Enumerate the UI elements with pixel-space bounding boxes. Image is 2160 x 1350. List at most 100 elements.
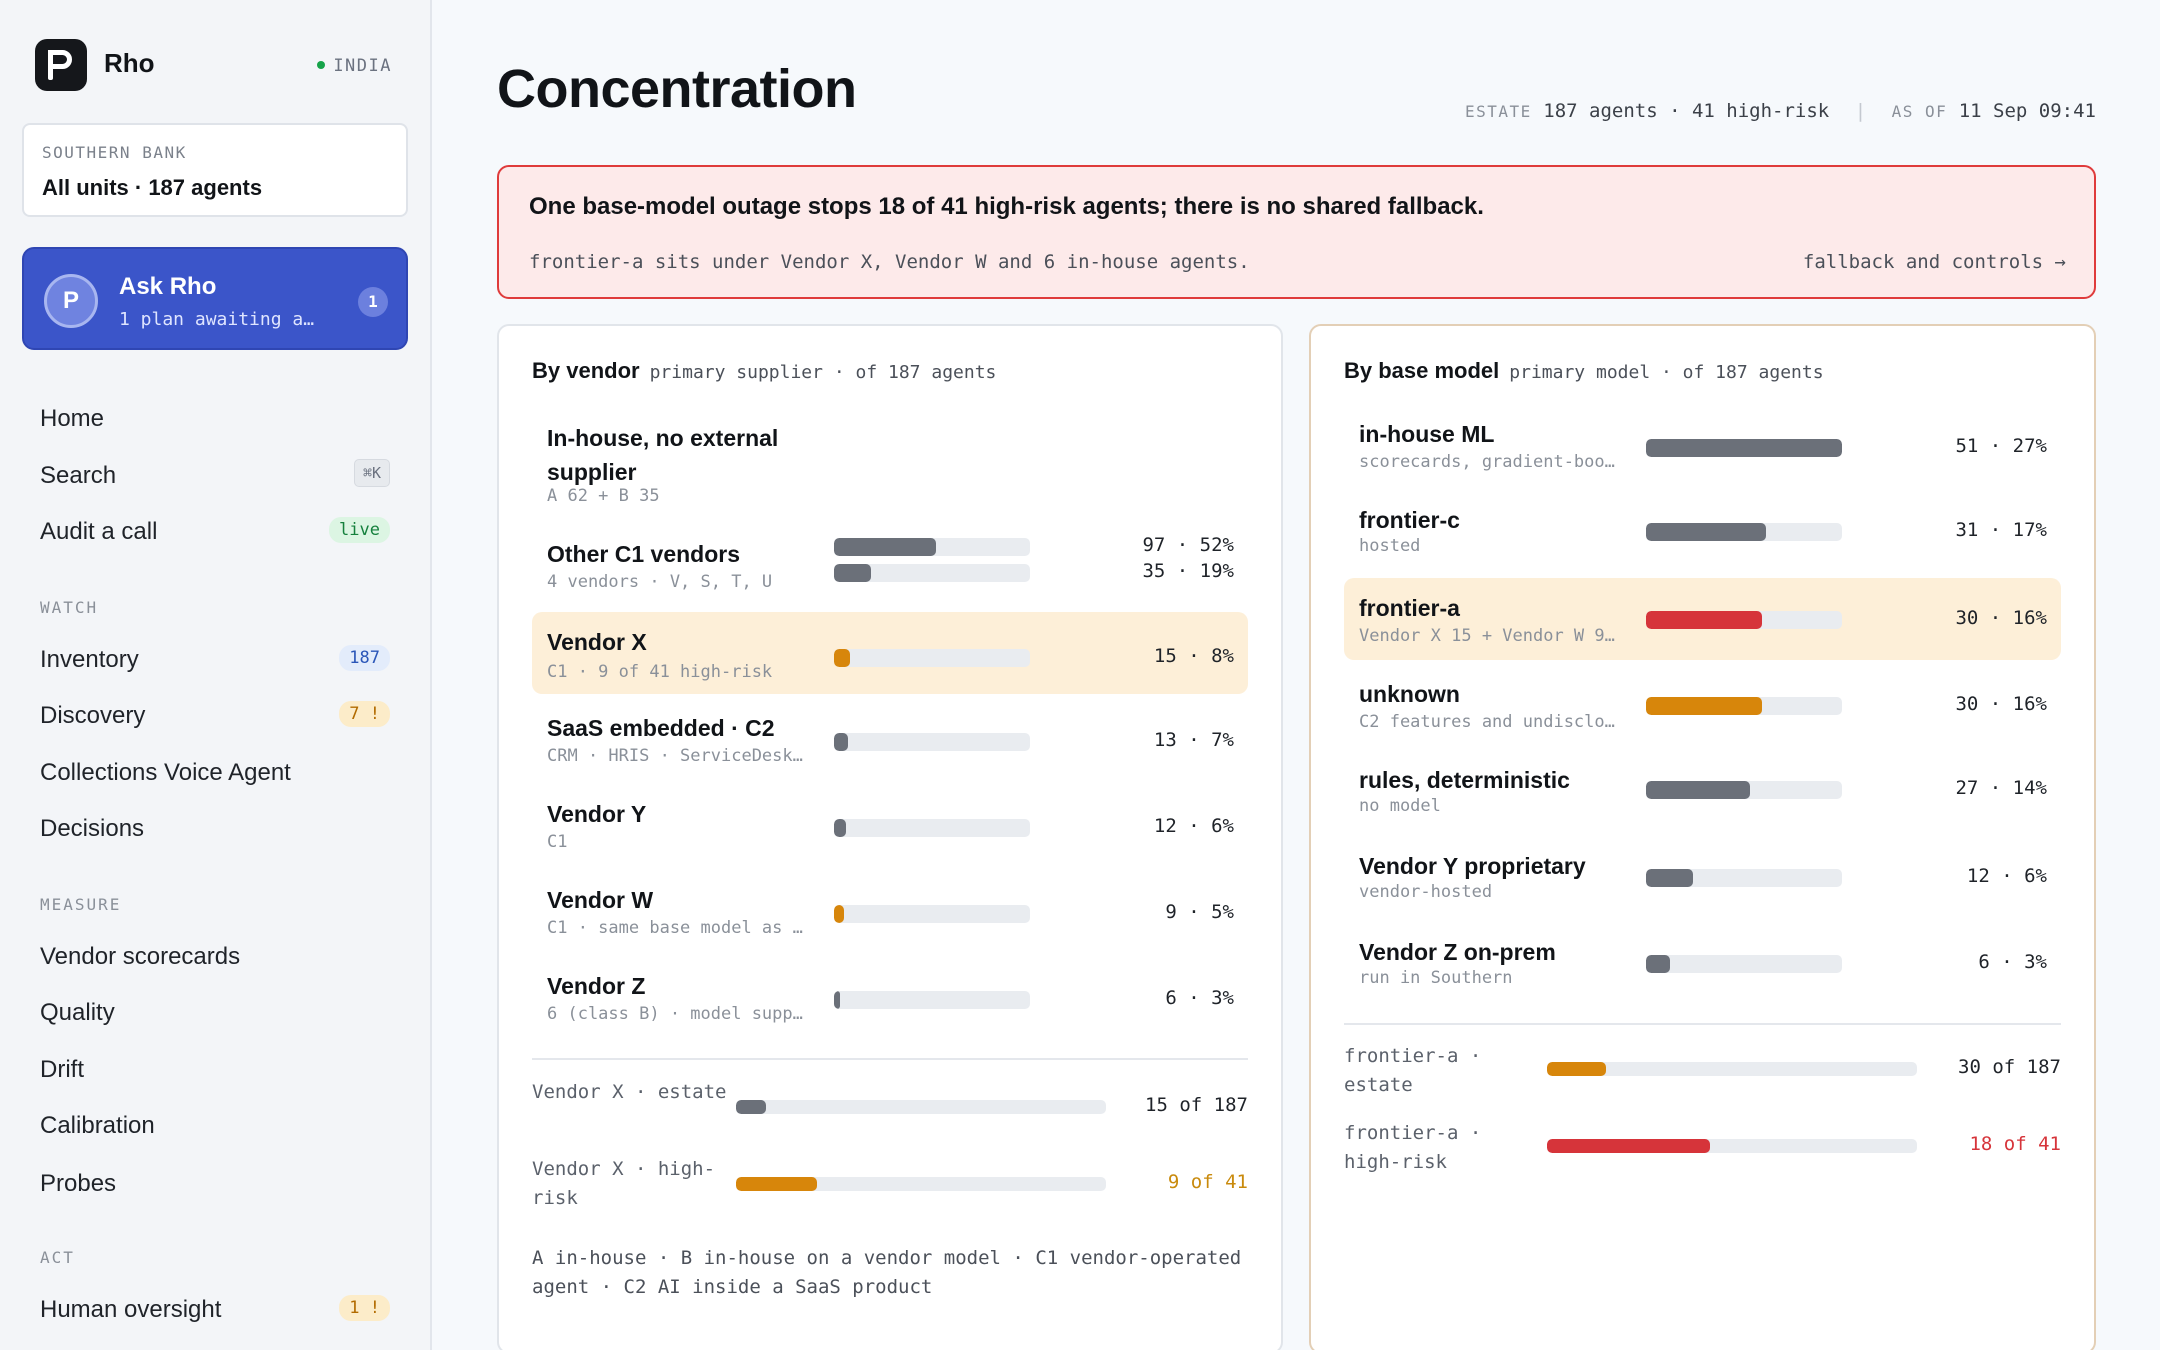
row-name: Vendor Y proprietary — [1359, 853, 1586, 879]
page-meta: ESTATE 187 agents · 41 high-risk | AS OF… — [1465, 100, 2096, 122]
row-share-fill — [834, 649, 850, 667]
model-panel-subtitle: primary model · of 187 agents — [1509, 362, 1824, 383]
row-value: 35 · 19% — [1142, 560, 1234, 582]
nav-audit[interactable]: Audit a call — [40, 518, 158, 545]
alert-detail: frontier-a sits under Vendor X, Vendor W… — [529, 251, 1250, 273]
row-name: Vendor W — [547, 887, 654, 913]
row-share-bar — [1646, 955, 1842, 973]
list-item[interactable]: Vendor W C1 · same base model as … 9 · 5% — [532, 870, 1248, 950]
ask-rho-subtitle: 1 plan awaiting a… — [119, 309, 315, 330]
nav-inventory[interactable]: Inventory — [40, 646, 139, 673]
ask-rho-badge: 1 — [358, 287, 388, 317]
row-share-bar — [834, 905, 1030, 923]
list-item[interactable]: in-house ML scorecards, gradient-boo… 51 ·… — [1344, 404, 2061, 484]
summary-item: frontier-a · high-risk 18 of 41 — [1344, 1119, 2061, 1183]
row-share-bar — [834, 991, 1030, 1009]
list-item[interactable]: rules, deterministic no model 27 · 14% — [1344, 750, 2061, 830]
list-item[interactable]: Vendor Y proprietary vendor-hosted 12 · 6% — [1344, 836, 2061, 916]
vendor-panel-title: By vendor — [532, 358, 640, 383]
summary-value: 9 of 41 — [1167, 1171, 1248, 1193]
ask-rho-title: Ask Rho — [119, 273, 217, 300]
row-name: rules, deterministic — [1359, 767, 1570, 793]
row-share-bar — [834, 538, 1030, 556]
row-share-bar — [1646, 439, 1842, 457]
page-title: Concentration — [497, 59, 857, 119]
list-item[interactable]: Other C1 vendors 4 vendors · V, S, T, U 35… — [532, 524, 1248, 602]
summary-share-fill — [1547, 1062, 1607, 1076]
list-item[interactable]: Vendor Z 6 (class B) · model supp… 6 · 3% — [532, 956, 1248, 1036]
summary-item: frontier-a · estate 30 of 187 — [1344, 1042, 2061, 1106]
nav-decisions[interactable]: Decisions — [40, 815, 145, 842]
row-share-bar — [1646, 697, 1842, 715]
nav-human-oversight[interactable]: Human oversight — [40, 1296, 222, 1323]
summary-label: Vendor X · estate — [532, 1081, 727, 1103]
list-item[interactable]: unknown C2 features and undisclo… 30 · 16% — [1344, 664, 2061, 744]
row-detail: C1 · same base model as … — [547, 918, 803, 938]
row-share-bar — [834, 649, 1030, 667]
list-item[interactable]: Vendor X C1 · 9 of 41 high-risk 15 · 8% — [532, 612, 1248, 694]
summary-value: 15 of 187 — [1145, 1094, 1248, 1116]
nav-vendor-scorecards[interactable]: Vendor scorecards — [40, 943, 241, 970]
summary-value: 30 of 187 — [1958, 1056, 2061, 1078]
list-item[interactable]: Vendor Z on-prem run in Southern 6 · 3% — [1344, 922, 2061, 1002]
nav-calibration[interactable]: Calibration — [40, 1112, 155, 1139]
discovery-alert-badge: 7 ! — [339, 701, 390, 727]
summary-share-fill — [736, 1177, 818, 1191]
nav-home[interactable]: Home — [40, 405, 105, 432]
nav-probes[interactable]: Probes — [40, 1170, 117, 1197]
row-name: Vendor Z on-prem — [1359, 939, 1556, 965]
list-item[interactable]: frontier-c hosted 31 · 17% — [1344, 490, 2061, 570]
list-item[interactable]: frontier-a Vendor X 15 + Vendor W 9… 30 · … — [1344, 578, 2061, 660]
row-name: SaaS embedded · C2 — [547, 715, 775, 741]
row-value: 30 · 16% — [1955, 693, 2047, 715]
row-share-bar — [1646, 781, 1842, 799]
row-detail: C1 — [547, 832, 568, 852]
nav-drift[interactable]: Drift — [40, 1056, 84, 1083]
nav-search[interactable]: Search — [40, 462, 117, 489]
row-share-bar — [1646, 611, 1842, 629]
model-panel-header: By base model primary model · of 187 agen… — [1344, 358, 1824, 384]
vendor-panel-subtitle: primary supplier · of 187 agents — [649, 362, 997, 383]
row-share-fill — [1646, 781, 1750, 799]
nav-collections-voice-agent[interactable]: Collections Voice Agent — [40, 759, 291, 786]
row-detail: hosted — [1359, 536, 1421, 556]
audit-live-badge: live — [329, 517, 390, 543]
row-share-fill — [1646, 697, 1762, 715]
row-value: 13 · 7% — [1153, 729, 1234, 751]
summary-share-bar — [1547, 1062, 1917, 1076]
summary-share-fill — [736, 1100, 766, 1114]
status-dot-icon — [317, 61, 326, 69]
row-share-fill — [834, 733, 848, 751]
section-watch: WATCH — [40, 598, 99, 617]
org-selector[interactable]: SOUTHERN BANK All units · 187 agents — [22, 123, 408, 217]
concentration-alert: One base-model outage stops 18 of 41 hig… — [497, 165, 2096, 299]
row-value: 51 · 27% — [1955, 435, 2047, 457]
summary-item: Vendor X · high-risk 9 of 41 — [532, 1155, 1248, 1219]
summary-share-bar — [736, 1100, 1106, 1114]
region-indicator: INDIA — [317, 56, 392, 76]
row-detail: 6 (class B) · model supp… — [547, 1004, 803, 1024]
row-share-fill — [834, 905, 844, 923]
nav-quality[interactable]: Quality — [40, 999, 115, 1026]
row-value: 12 · 6% — [1153, 815, 1234, 837]
row-value: 97 · 52% — [1142, 534, 1234, 556]
rho-avatar-icon: P — [44, 274, 98, 328]
row-detail: vendor-hosted — [1359, 882, 1493, 902]
summary-label: frontier-a · high-risk — [1344, 1122, 1482, 1173]
row-value: 15 · 8% — [1153, 645, 1234, 667]
org-value: All units · 187 agents — [42, 175, 263, 200]
fallback-controls-link[interactable]: fallback and controls → — [1802, 251, 2066, 273]
asof-label: AS OF — [1891, 102, 1948, 121]
estate-value: 187 agents · 41 high-risk — [1543, 100, 1830, 122]
list-item[interactable]: Vendor Y C1 12 · 6% — [532, 784, 1248, 864]
list-item[interactable]: In-house, no external supplier A 62 + B 3… — [532, 408, 1248, 556]
app-logo[interactable] — [35, 39, 87, 91]
row-share-fill — [834, 991, 840, 1009]
row-share-fill — [1646, 523, 1766, 541]
nav-discovery[interactable]: Discovery — [40, 702, 146, 729]
row-detail: 4 vendors · V, S, T, U — [547, 572, 773, 592]
estate-label: ESTATE — [1465, 102, 1532, 121]
summary-share-fill — [1547, 1139, 1710, 1153]
list-item[interactable]: SaaS embedded · C2 CRM · HRIS · ServiceDe… — [532, 698, 1248, 778]
ask-rho-button[interactable]: P Ask Rho 1 plan awaiting a… 1 — [22, 247, 408, 350]
